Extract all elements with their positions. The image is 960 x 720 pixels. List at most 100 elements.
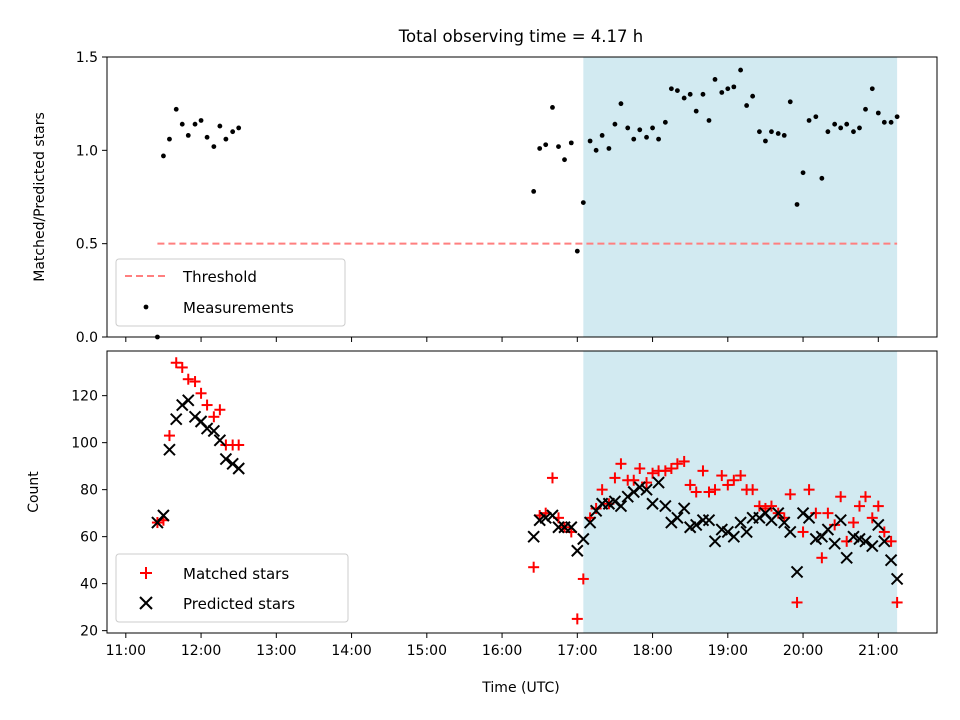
- measurement-point: [161, 153, 166, 159]
- measurement-point: [838, 125, 844, 131]
- x-tick-label: 19:00: [708, 643, 748, 659]
- measurement-point: [725, 86, 731, 92]
- predicted-legend-swatch: [139, 596, 153, 610]
- matched-star-point: [163, 430, 175, 442]
- count-y-axis-label: Count: [26, 471, 42, 513]
- x-tick: 16:00: [482, 633, 522, 659]
- measurement-point: [706, 118, 712, 123]
- predicted-star-point: [772, 506, 785, 520]
- y-tick: 20: [80, 624, 107, 640]
- x-tick: 13:00: [256, 633, 296, 659]
- matched-star-point: [208, 411, 220, 423]
- matched-star-point: [835, 491, 847, 503]
- ratio-panel-frame: [106, 56, 938, 338]
- measurement-point: [612, 121, 618, 127]
- matched-star-point: [671, 458, 683, 470]
- measurement-point: [787, 99, 793, 105]
- predicted-star-point: [659, 499, 672, 513]
- ratio-legend-box: [115, 258, 346, 327]
- predicted-star-point: [219, 452, 233, 466]
- predicted-star-point: [200, 422, 214, 435]
- measurement-point: [198, 118, 204, 123]
- y-tick-label: 80: [80, 483, 98, 499]
- predicted-star-point: [182, 394, 195, 407]
- matched-star-point: [634, 463, 646, 474]
- predicted-star-point: [583, 516, 597, 529]
- x-tick-label: 21:00: [858, 643, 898, 659]
- y-tick-label: 40: [80, 577, 98, 593]
- matched-star-point: [189, 376, 201, 388]
- count-legend: Matched stars Predicted stars: [115, 553, 349, 623]
- predicted-star-point: [565, 521, 578, 534]
- y-tick-label: 20: [80, 624, 98, 640]
- x-tick-label: 20:00: [783, 643, 823, 659]
- y-tick: 0.0: [76, 330, 107, 346]
- measurement-point: [574, 248, 580, 254]
- matched-star-point: [753, 500, 765, 512]
- matched-star-point: [722, 479, 734, 491]
- matched-star-point: [176, 361, 188, 373]
- measurement-point: [167, 136, 172, 142]
- matched-star-point: [866, 512, 878, 524]
- measurement-point: [869, 86, 875, 92]
- predicted-star-point: [859, 535, 872, 548]
- measurement-point: [223, 136, 229, 142]
- measurement-point: [599, 133, 605, 138]
- measurement-point: [819, 175, 825, 181]
- measurement-point: [731, 84, 737, 90]
- x-tick: 21:00: [858, 633, 898, 659]
- measurement-point: [719, 90, 725, 95]
- observing-window: [583, 351, 898, 633]
- predicted-star-point: [708, 535, 722, 548]
- y-tick: 0.5: [76, 237, 107, 253]
- predicted-star-point: [828, 537, 841, 550]
- predicted-star-point: [821, 523, 835, 536]
- predicted-star-point: [577, 532, 590, 546]
- matched-star-point: [195, 387, 207, 399]
- predicted-star-point: [872, 518, 885, 532]
- x-axis-label: Time (UTC): [481, 680, 559, 696]
- matched-star-point: [571, 613, 583, 625]
- matched-legend-label: Matched stars: [183, 565, 289, 583]
- y-tick: 120: [71, 389, 107, 405]
- measurement-point: [656, 136, 661, 142]
- measurement-point: [587, 138, 593, 144]
- measurement-point: [857, 125, 862, 131]
- matched-star-point: [201, 399, 213, 411]
- predicted-star-point: [571, 544, 584, 557]
- matched-star-point: [847, 517, 859, 529]
- matched-star-point: [170, 357, 182, 369]
- measurement-point: [881, 119, 887, 125]
- x-tick-label: 11:00: [106, 643, 146, 659]
- matched-star-point: [797, 526, 809, 538]
- y-tick: 1.0: [76, 143, 107, 159]
- matched-star-point: [735, 470, 747, 482]
- matched-star-point: [822, 507, 834, 519]
- matched-star-point: [182, 373, 194, 385]
- matched-star-point: [891, 596, 903, 608]
- matched-star-point: [784, 488, 796, 500]
- measurement-point: [681, 95, 687, 101]
- measurement-point: [832, 121, 838, 127]
- matched-star-point: [810, 507, 822, 519]
- ratio-legend: Threshold Measurements: [115, 258, 346, 327]
- predicted-star-point: [702, 513, 716, 527]
- x-tick-label: 13:00: [256, 643, 296, 659]
- y-tick-label: 1.5: [76, 50, 98, 66]
- predicted-star-point: [866, 539, 879, 553]
- ratio-y-axis-label: Matched/Predicted stars: [32, 112, 48, 282]
- x-tick-label: 14:00: [331, 643, 371, 659]
- measurement-point: [888, 119, 894, 125]
- matched-star-point: [641, 477, 653, 489]
- predicted-star-point: [740, 525, 753, 539]
- predicted-star-point: [784, 525, 797, 539]
- predicted-star-point: [163, 443, 176, 456]
- predicted-star-point: [633, 481, 646, 494]
- predicted-star-point: [890, 572, 904, 586]
- matched-star-point: [659, 465, 671, 477]
- predicted-star-point: [878, 535, 891, 548]
- x-tick-label: 15:00: [407, 643, 447, 659]
- measurement-point: [693, 108, 699, 114]
- predicted-star-point: [640, 483, 653, 496]
- ratio-panel: 0.0 0.5 1.0 1.5 Matched/Predicted stars Thr…: [32, 50, 938, 346]
